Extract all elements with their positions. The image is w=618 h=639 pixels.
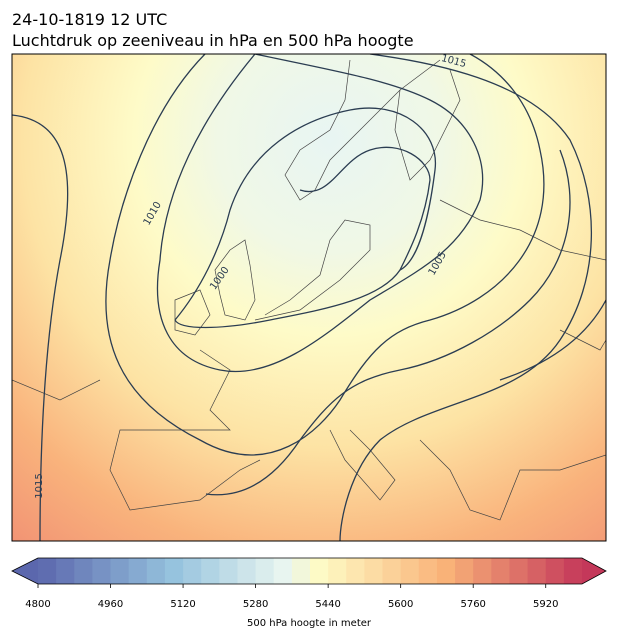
colorbar-segment: [455, 558, 474, 584]
colorbar-segment: [237, 558, 257, 584]
colorbar-segment: [183, 558, 202, 584]
colorbar-extend-high: [582, 558, 606, 584]
colorbar-segment: [527, 558, 547, 584]
colorbar-segment: [563, 558, 583, 584]
contour-label: 1015: [34, 473, 45, 498]
map-frame: [11, 53, 607, 542]
colorbar-segment: [110, 558, 130, 584]
colorbar-segment: [509, 558, 529, 584]
colorbar-segment: [128, 558, 148, 584]
colorbar-segment: [146, 558, 166, 584]
colorbar-segment: [56, 558, 75, 584]
colorbar-tick-label: 5280: [243, 599, 268, 610]
colorbar-segment: [473, 558, 492, 584]
colorbar-tick-label: 5920: [533, 599, 558, 610]
map: [12, 54, 606, 541]
colorbar-label: 500 hPa hoogte in meter: [247, 618, 372, 629]
colorbar-segment: [310, 558, 329, 584]
colorbar-segment: [545, 558, 565, 584]
colorbar-tick-label: 4960: [98, 599, 123, 610]
colorbar-extend-low: [12, 558, 38, 584]
colorbar-segment: [291, 558, 311, 584]
colorbar-segment: [400, 558, 420, 584]
coastlines: [12, 59, 606, 521]
colorbar-segment: [436, 558, 456, 584]
colorbar-segment: [219, 558, 238, 584]
colorbar-segment: [346, 558, 365, 584]
colorbar-tick-label: 5760: [460, 599, 485, 610]
colorbar-segment: [491, 558, 510, 584]
colorbar-segment: [382, 558, 402, 584]
colorbar: 4800 4960 5120 5280 5440 5600 5760 5920: [11, 557, 607, 610]
colorbar-segment: [38, 558, 57, 584]
colorbar-tick-label: 5440: [315, 599, 340, 610]
colorbar-segment: [164, 558, 184, 584]
subtitle: Luchtdruk op zeeniveau in hPa en 500 hPa…: [12, 31, 414, 50]
colorbar-segment: [255, 558, 275, 584]
colorbar-segment: [364, 558, 384, 584]
colorbar-segment: [92, 558, 112, 584]
colorbar-tick-label: 5120: [170, 599, 195, 610]
colorbar-tick-label: 4800: [25, 599, 50, 610]
colorbar-segment: [273, 558, 293, 584]
colorbar-segment: [418, 558, 438, 584]
map-background: [12, 54, 606, 541]
isobars: [12, 54, 606, 541]
colorbar-segment: [201, 558, 220, 584]
colorbar-segment: [328, 558, 347, 584]
colorbar-tick-label: 5600: [388, 599, 413, 610]
colorbar-segment: [74, 558, 93, 584]
title: 24-10-1819 12 UTC: [12, 10, 167, 29]
colorbar-frame: [11, 557, 607, 585]
